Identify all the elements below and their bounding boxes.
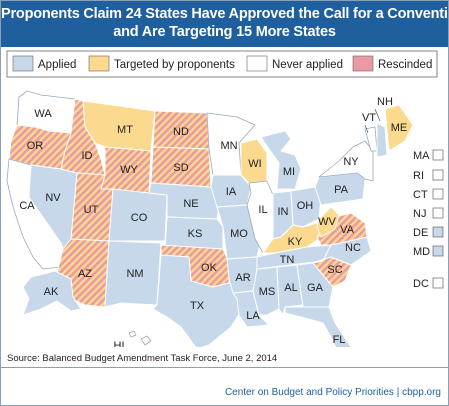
title-line-1: Proponents Claim 24 States Have Approved…	[1, 6, 449, 22]
label-nm: NM	[126, 268, 143, 280]
state-wv	[316, 206, 340, 238]
label-ga: GA	[307, 282, 324, 294]
label-nh: NH	[377, 96, 393, 108]
label-ks: KS	[188, 228, 203, 240]
small-state-nj: NJ	[413, 207, 444, 220]
small-state-de: DE	[413, 226, 444, 239]
label-ri: RI	[413, 170, 424, 182]
label-sc: SC	[327, 264, 342, 276]
label-wy: WY	[120, 164, 138, 176]
label-ct: CT	[413, 189, 428, 201]
label-tn: TN	[280, 254, 295, 266]
label-la: LA	[246, 310, 260, 322]
label-ia: IA	[226, 186, 237, 198]
label-tx: TX	[190, 300, 205, 312]
label-ne: NE	[183, 198, 198, 210]
label-wv: WV	[318, 216, 336, 228]
label-or: OR	[27, 140, 44, 152]
map-area: Applied Targeted by proponents Never app…	[1, 47, 448, 364]
label-ca: CA	[19, 200, 35, 212]
small-state-md: MD	[413, 245, 444, 258]
legend-item-targeted: Targeted by proponents	[88, 55, 235, 72]
legend-item-rescinded: Rescinded	[352, 55, 432, 72]
state-ak	[22, 270, 82, 316]
label-co: CO	[131, 212, 148, 224]
legend: Applied Targeted by proponents Never app…	[6, 50, 438, 78]
label-sd: SD	[173, 162, 188, 174]
label-ut: UT	[84, 204, 99, 216]
label-in: IN	[278, 206, 289, 218]
legend-label-targeted: Targeted by proponents	[114, 59, 235, 71]
label-az: AZ	[78, 268, 92, 280]
state-hi	[128, 330, 137, 338]
footer-credit: Center on Budget and Policy Priorities |…	[224, 387, 441, 398]
small-state-ct: CT	[413, 188, 444, 201]
small-state-ma: MA	[413, 149, 444, 162]
legend-item-never: Never applied	[246, 55, 343, 72]
legend-label-never: Never applied	[272, 59, 343, 71]
legend-item-applied: Applied	[12, 55, 76, 72]
state-nm	[104, 240, 162, 308]
label-wi: WI	[248, 158, 261, 170]
small-state-ri: RI	[413, 169, 444, 182]
label-hi: HI	[114, 340, 125, 347]
state-nh	[376, 122, 388, 158]
label-id: ID	[82, 150, 93, 162]
us-map: Applied Targeted by proponents Never app…	[6, 50, 444, 364]
label-md: MD	[413, 246, 430, 258]
state-tx	[152, 254, 242, 350]
box-ct	[432, 188, 444, 200]
box-de	[432, 226, 444, 238]
label-nv: NV	[45, 192, 61, 204]
legend-label-applied: Applied	[38, 59, 76, 71]
title-line-2: and Are Targeting 15 More States	[113, 24, 336, 40]
label-mo: MO	[230, 228, 248, 240]
title-banner: Proponents Claim 24 States Have Approved…	[1, 1, 448, 47]
footer-divider	[1, 367, 448, 368]
box-nj	[432, 207, 444, 219]
label-ma: MA	[413, 150, 430, 162]
label-pa: PA	[334, 184, 349, 196]
label-ok: OK	[201, 262, 218, 274]
label-vt: VT	[362, 112, 376, 124]
state-ks	[164, 216, 224, 250]
state-mn	[206, 112, 256, 176]
label-mt: MT	[117, 124, 133, 136]
label-mn: MN	[220, 140, 237, 152]
box-ma	[432, 149, 444, 161]
label-ak: AK	[44, 286, 59, 298]
label-mi: MI	[283, 166, 295, 178]
box-ri	[432, 169, 444, 181]
label-ms: MS	[259, 286, 276, 298]
label-wa: WA	[34, 108, 52, 120]
box-md	[432, 245, 444, 257]
state-hi-island	[140, 335, 152, 346]
box-dc	[432, 277, 444, 289]
label-me: ME	[391, 122, 408, 134]
state-mi	[260, 130, 302, 190]
source-note: Source: Balanced Budget Amendment Task F…	[7, 353, 278, 364]
label-nj: NJ	[413, 208, 426, 220]
label-de: DE	[413, 227, 428, 239]
label-nc: NC	[345, 242, 361, 254]
small-states-legend: MA RI CT NJ DE	[413, 149, 444, 290]
label-oh: OH	[297, 200, 314, 212]
label-ar: AR	[235, 272, 250, 284]
state-me	[384, 104, 414, 152]
state-co	[108, 188, 168, 242]
label-al: AL	[284, 282, 297, 294]
label-dc: DC	[413, 278, 429, 290]
label-ky: KY	[288, 236, 303, 248]
small-state-dc: DC	[413, 277, 444, 290]
label-nd: ND	[173, 126, 189, 138]
legend-label-rescinded: Rescinded	[378, 59, 432, 71]
label-ny: NY	[343, 156, 359, 168]
state-ga	[296, 262, 334, 308]
label-va: VA	[340, 224, 355, 236]
label-fl: FL	[333, 334, 346, 346]
label-il: IL	[258, 204, 267, 216]
